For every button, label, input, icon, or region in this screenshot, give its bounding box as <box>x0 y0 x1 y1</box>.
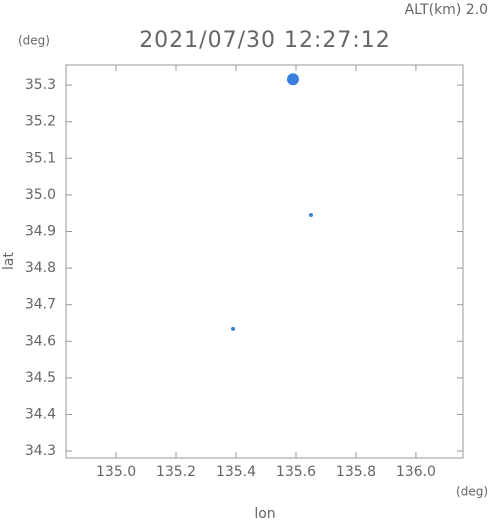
y-tick-label: 34.7 <box>25 297 56 313</box>
chart-title: 2021/07/30 12:27:12 <box>139 28 391 53</box>
y-tick-label: 34.9 <box>25 223 56 239</box>
y-axis-label: lat <box>1 252 17 270</box>
x-tick-label: 136.0 <box>396 464 436 480</box>
annotation: ALT(km) 2.0 <box>405 2 488 18</box>
point <box>308 213 313 218</box>
y-tick-label: 34.4 <box>25 406 56 422</box>
y-tick-label: 35.2 <box>25 114 56 130</box>
y-unit: (deg) <box>18 34 50 48</box>
y-tick-label: 34.8 <box>25 260 56 276</box>
point <box>231 326 236 331</box>
y-tick-label: 35.1 <box>25 150 56 166</box>
x-tick-label: 135.2 <box>156 464 196 480</box>
y-tick-label: 34.3 <box>25 443 56 459</box>
x-tick-label: 135.0 <box>96 464 136 480</box>
y-tick-label: 34.5 <box>25 370 56 386</box>
y-tick-label: 35.3 <box>25 77 56 93</box>
x-unit: (deg) <box>456 485 488 499</box>
x-tick-label: 135.4 <box>216 464 256 480</box>
y-tick-label: 34.6 <box>25 333 56 349</box>
y-tick-label: 35.0 <box>25 187 56 203</box>
x-tick-label: 135.6 <box>276 464 316 480</box>
plot-frame <box>65 64 464 459</box>
point <box>286 73 299 86</box>
x-tick-label: 135.8 <box>336 464 376 480</box>
x-axis-label: lon <box>254 506 275 521</box>
